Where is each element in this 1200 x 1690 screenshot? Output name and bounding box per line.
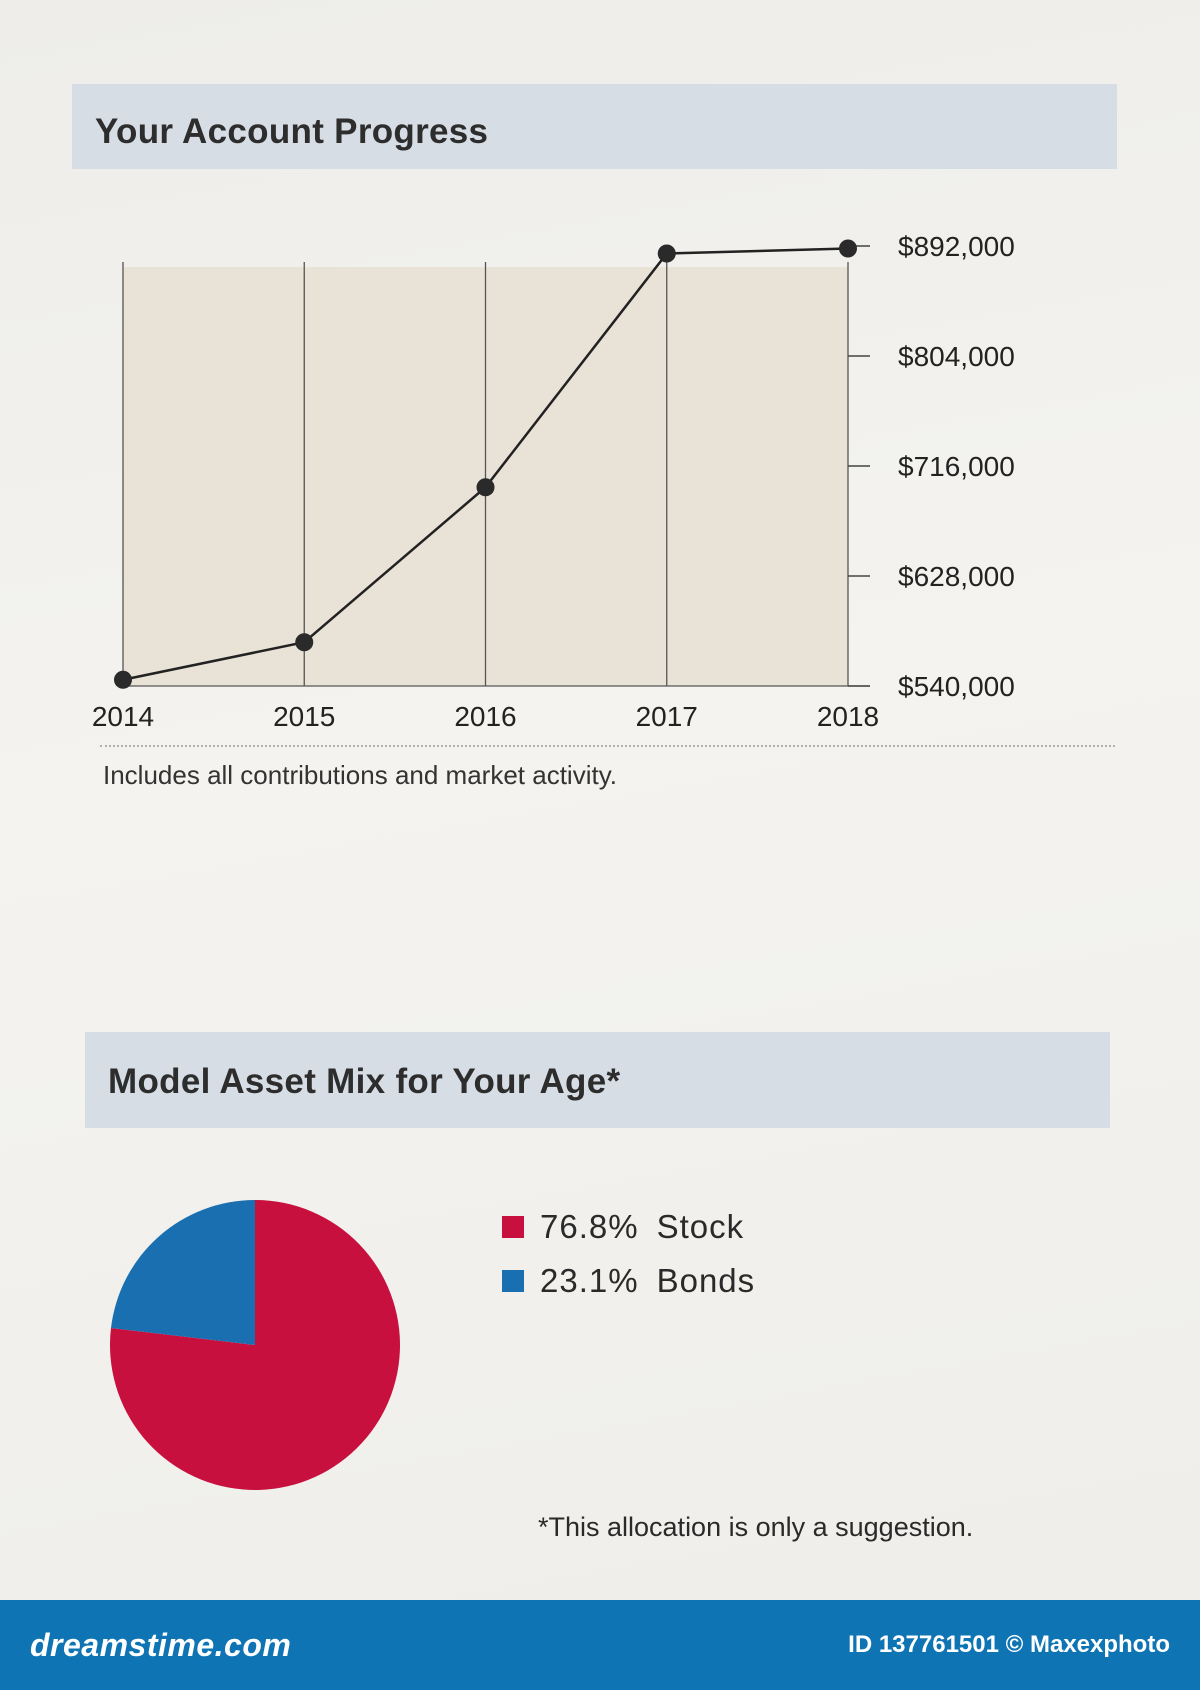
y-tick-label: $716,000: [898, 451, 1015, 482]
data-point: [114, 670, 132, 689]
x-tick-label: 2016: [454, 701, 516, 732]
x-tick-label: 2014: [92, 701, 154, 732]
legend-item-bonds: 23.1% Bonds: [502, 1254, 755, 1308]
x-tick-label: 2017: [636, 701, 698, 732]
legend-item-stock: 76.8% Stock: [502, 1200, 755, 1254]
y-tick-label: $628,000: [898, 561, 1015, 592]
legend-swatch-bonds: [502, 1270, 524, 1292]
x-tick-label: 2018: [817, 701, 879, 732]
watermark-bar: dreamstime.com ID 137761501 © Maxexphoto: [0, 1600, 1200, 1690]
legend-label-stock: Stock: [656, 1208, 745, 1245]
legend-pct-bonds: 23.1%: [540, 1262, 639, 1299]
data-point: [657, 244, 676, 263]
account-progress-header-band: [72, 84, 1117, 169]
y-tick-label: $804,000: [898, 341, 1015, 372]
pie-slice-bonds: [111, 1200, 256, 1345]
chart-note: Includes all contributions and market ac…: [103, 760, 617, 790]
watermark-logo: dreamstime.com: [30, 1626, 292, 1663]
y-tick-label: $540,000: [898, 671, 1015, 702]
data-point: [476, 478, 495, 497]
chart-divider: [100, 745, 1115, 747]
legend-swatch-stock: [502, 1216, 524, 1238]
account-progress-title: Your Account Progress: [95, 112, 489, 151]
x-tick-label: 2015: [273, 701, 335, 732]
watermark-id: ID 137761501 © Maxexphoto: [848, 1631, 1170, 1658]
data-point: [295, 633, 314, 652]
asset-mix-header-band: [85, 1032, 1110, 1128]
data-point: [839, 239, 857, 258]
legend-pct-stock: 76.8%: [540, 1208, 639, 1245]
y-tick-label: $892,000: [898, 231, 1015, 262]
asset-mix-pie-chart: [109, 1200, 400, 1490]
asset-mix-legend: 76.8% Stock 23.1% Bonds: [502, 1200, 755, 1308]
allocation-footnote: *This allocation is only a suggestion.: [538, 1512, 974, 1542]
asset-mix-title: Model Asset Mix for Your Age*: [108, 1062, 621, 1101]
account-progress-line-chart: 2014 2015 2016 2017 2018 $892,000 $804,000 $716…: [92, 231, 1015, 732]
legend-label-bonds: Bonds: [656, 1262, 756, 1299]
